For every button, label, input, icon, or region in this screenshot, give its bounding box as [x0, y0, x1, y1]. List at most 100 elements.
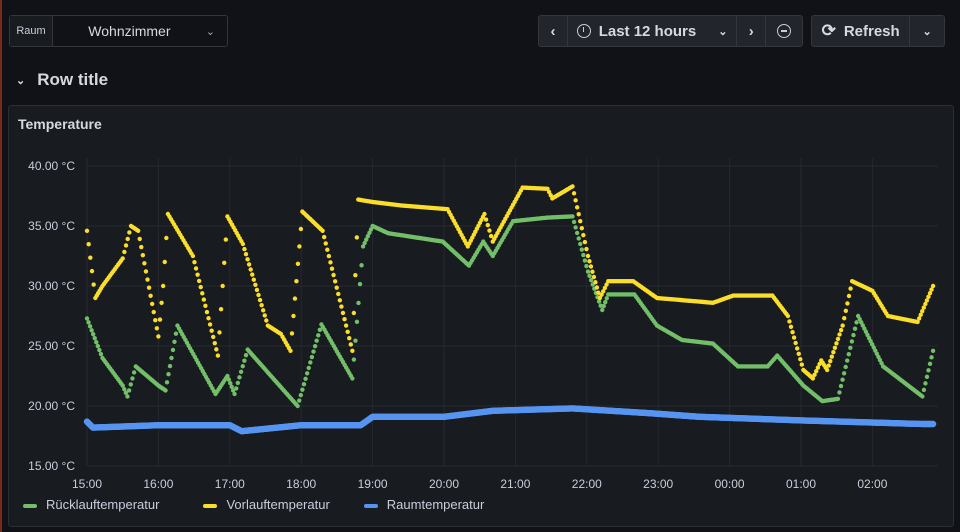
chevron-down-icon: ⌄ [922, 25, 932, 38]
data-point-1 [838, 327, 844, 333]
data-point-1 [206, 316, 211, 321]
time-range-button[interactable]: Last 12 hours ⌄ [568, 16, 738, 46]
data-point-1 [250, 272, 255, 277]
refresh-button[interactable]: ⟳ Refresh [812, 16, 911, 46]
data-point-0 [354, 319, 360, 325]
data-point-0 [169, 355, 174, 361]
data-point-0 [350, 376, 355, 381]
data-point-1 [831, 350, 836, 355]
data-point-0 [87, 324, 93, 329]
data-point-1 [125, 236, 130, 242]
time-back-button[interactable]: ‹ [539, 16, 568, 46]
data-point-1 [588, 264, 594, 269]
data-point-1 [576, 212, 581, 217]
refresh-group: ⟳ Refresh ⌄ [811, 15, 945, 47]
chevron-right-icon: › [748, 22, 754, 40]
data-point-0 [848, 345, 853, 351]
data-point-1 [343, 323, 349, 328]
refresh-icon: ⟳ [821, 21, 836, 40]
time-forward-button[interactable]: › [737, 16, 767, 46]
data-point-0 [571, 219, 577, 225]
data-point-0 [98, 351, 104, 357]
data-point-0 [228, 381, 233, 386]
data-point-0 [229, 384, 234, 389]
chevron-down-icon: ⌄ [718, 25, 728, 38]
data-point-1 [295, 261, 301, 266]
refresh-interval-dropdown[interactable]: ⌄ [910, 16, 944, 46]
data-point-1 [829, 354, 835, 359]
data-point-0 [362, 240, 367, 246]
data-point-1 [142, 261, 147, 266]
data-point-1 [485, 222, 490, 228]
data-point-0 [579, 247, 585, 252]
data-point-0 [304, 371, 310, 376]
data-point-1 [791, 335, 797, 340]
data-point-1 [192, 260, 197, 265]
zoom-out-button[interactable] [766, 16, 802, 46]
data-point-1 [842, 316, 847, 321]
data-point-1 [331, 272, 336, 278]
data-point-1 [482, 211, 487, 217]
data-point-1 [793, 340, 798, 346]
data-point-1 [262, 313, 267, 318]
data-point-1 [585, 253, 591, 259]
y-tick-label: 25.00 °C [28, 339, 75, 353]
data-point-0 [300, 387, 305, 392]
variable-raum[interactable]: Raum Wohnzimmer ⌄ [9, 15, 228, 47]
row-header[interactable]: ⌄ Row title [16, 70, 108, 90]
data-point-0 [570, 214, 575, 219]
legend-item[interactable]: Vorlauftemperatur [203, 497, 330, 512]
data-point-1 [794, 346, 800, 351]
data-point-1 [790, 330, 795, 335]
data-point-0 [926, 368, 931, 373]
data-point-1 [930, 283, 936, 289]
chevron-down-icon[interactable]: ⌄ [205, 25, 215, 38]
data-point-0 [924, 374, 930, 380]
y-tick-label: 40.00 °C [28, 159, 75, 173]
data-point-0 [164, 380, 170, 385]
x-tick-label: 02:00 [857, 477, 887, 491]
data-point-1 [294, 279, 299, 284]
data-point-1 [846, 293, 852, 299]
data-point-0 [131, 370, 137, 375]
data-point-1 [220, 283, 225, 289]
time-range-label: Last 12 hours [598, 22, 697, 40]
clock-icon [576, 24, 591, 38]
data-point-1 [137, 236, 142, 242]
data-point-0 [167, 363, 173, 369]
data-point-0 [843, 364, 848, 370]
legend-item[interactable]: Raumtemperatur [363, 497, 484, 512]
data-point-1 [243, 252, 249, 257]
data-point-0 [92, 336, 97, 341]
data-point-1 [257, 297, 263, 303]
data-point-1 [198, 284, 203, 290]
data-point-2 [929, 420, 937, 428]
legend-item[interactable]: Rücklauftemperatur [23, 497, 159, 512]
data-point-1 [245, 257, 250, 262]
data-point-0 [596, 299, 602, 304]
data-point-1 [587, 259, 592, 264]
data-point-1 [140, 252, 146, 258]
data-point-1 [207, 322, 213, 327]
y-tick-label: 35.00 °C [28, 219, 75, 233]
data-point-1 [787, 319, 792, 324]
data-point-1 [84, 228, 90, 233]
data-point-0 [584, 263, 589, 269]
data-point-0 [128, 382, 133, 387]
variable-value[interactable]: Wohnzimmer [88, 23, 171, 39]
data-point-0 [84, 316, 90, 321]
data-point-0 [97, 347, 102, 353]
data-point-0 [306, 365, 311, 371]
data-point-1 [160, 283, 166, 289]
data-point-1 [924, 298, 930, 303]
data-point-1 [351, 310, 357, 316]
data-point-1 [336, 291, 341, 297]
data-point-1 [123, 243, 129, 248]
data-point-1 [209, 328, 214, 333]
data-point-1 [122, 249, 127, 255]
data-point-1 [340, 310, 346, 316]
row-title: Row title [37, 70, 109, 89]
data-point-0 [314, 338, 319, 343]
chevron-down-icon[interactable]: ⌄ [16, 74, 26, 87]
x-tick-label: 22:00 [572, 477, 602, 491]
